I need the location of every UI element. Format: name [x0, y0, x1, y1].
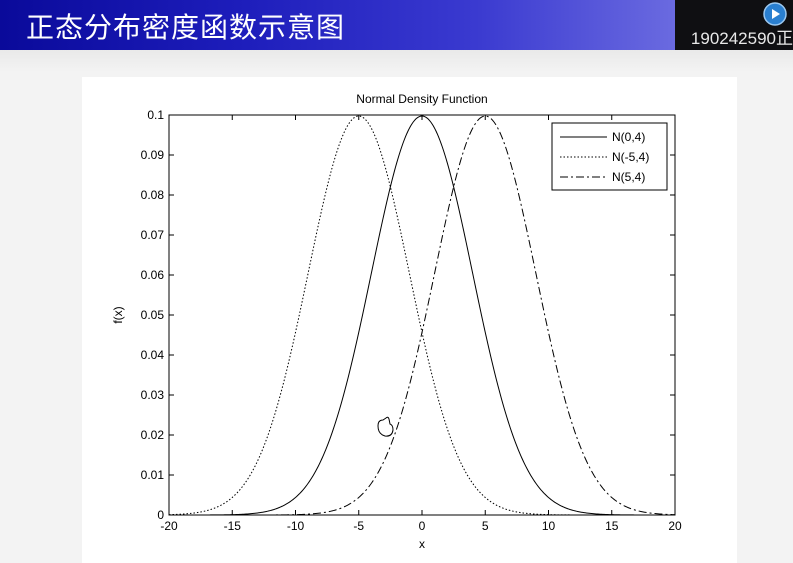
x-tick-label-7: 15: [605, 519, 619, 533]
x-tick-label-6: 10: [542, 519, 556, 533]
y-tick-label-8: 0.08: [141, 188, 165, 202]
x-tick-label-2: -10: [287, 519, 305, 533]
x-tick-label-1: -15: [224, 519, 242, 533]
y-tick-label-9: 0.09: [141, 148, 165, 162]
normal-density-chart: -20 -15 -10 -5 0 5 10 15 20 0 0.01 0.02 0.03 0.04 0.05…: [111, 92, 682, 551]
x-tick-label-4: 0: [419, 519, 426, 533]
play-icon[interactable]: [763, 2, 787, 26]
y-tick-label-6: 0.06: [141, 268, 165, 282]
slide-header: 正态分布密度函数示意图 190242590正: [0, 0, 793, 50]
y-tick-label-5: 0.05: [141, 308, 165, 322]
y-tick-label-10: 0.1: [147, 108, 164, 122]
chart-title: Normal Density Function: [356, 92, 487, 106]
x-axis-label: x: [419, 537, 425, 551]
chart-figure: -20 -15 -10 -5 0 5 10 15 20 0 0.01 0.02 0.03 0.04 0.05…: [82, 77, 737, 563]
x-tick-label-5: 5: [482, 519, 489, 533]
legend-label-0: N(0,4): [612, 130, 645, 144]
x-tick-label-3: -5: [353, 519, 364, 533]
y-tick-label-3: 0.03: [141, 388, 165, 402]
y-tick-label-0: 0: [157, 508, 164, 522]
x-tick-label-0: -20: [160, 519, 178, 533]
header-band: [0, 50, 793, 72]
chart-legend: N(0,4) N(-5,4) N(5,4): [551, 122, 668, 191]
y-tick-label-7: 0.07: [141, 228, 165, 242]
hand-cursor-icon: [377, 416, 394, 437]
x-tick-label-8: 20: [668, 519, 682, 533]
y-tick-label-1: 0.01: [141, 468, 165, 482]
page-id: 190242590正: [690, 29, 793, 48]
y-tick-label-2: 0.02: [141, 428, 165, 442]
legend-label-2: N(5,4): [612, 170, 645, 184]
y-axis-label: f(x): [111, 306, 125, 323]
legend-label-1: N(-5,4): [612, 150, 649, 164]
y-tick-label-4: 0.04: [141, 348, 165, 362]
slide-title: 正态分布密度函数示意图: [26, 11, 346, 44]
header-corner: 190242590正: [675, 0, 793, 50]
